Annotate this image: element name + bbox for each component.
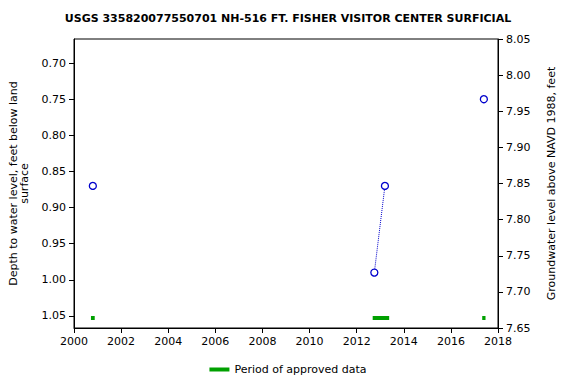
svg-text:Period of approved data: Period of approved data — [234, 363, 366, 376]
svg-text:Depth to water level, feet bel: Depth to water level, feet below land — [7, 81, 20, 286]
svg-text:7.95: 7.95 — [506, 105, 531, 118]
svg-text:2004: 2004 — [154, 335, 182, 348]
svg-text:7.70: 7.70 — [506, 285, 531, 298]
svg-text:0.80: 0.80 — [42, 129, 67, 142]
svg-text:8.05: 8.05 — [506, 33, 531, 46]
svg-text:0.95: 0.95 — [42, 237, 67, 250]
svg-text:7.85: 7.85 — [506, 177, 531, 190]
svg-text:7.65: 7.65 — [506, 322, 531, 335]
svg-text:Groundwater level above NAVD 1: Groundwater level above NAVD 1988, feet — [545, 66, 558, 300]
svg-text:2006: 2006 — [201, 335, 229, 348]
svg-text:USGS 335820077550701 NH-516 FT: USGS 335820077550701 NH-516 FT. FISHER V… — [65, 12, 511, 25]
svg-text:2002: 2002 — [107, 335, 135, 348]
svg-text:0.85: 0.85 — [42, 165, 67, 178]
svg-text:surface: surface — [18, 163, 31, 204]
svg-text:2018: 2018 — [484, 335, 512, 348]
svg-text:2014: 2014 — [390, 335, 418, 348]
svg-text:7.90: 7.90 — [506, 141, 531, 154]
svg-text:8.00: 8.00 — [506, 69, 531, 82]
svg-text:2000: 2000 — [60, 335, 88, 348]
svg-text:2016: 2016 — [437, 335, 465, 348]
svg-text:2008: 2008 — [248, 335, 276, 348]
svg-text:0.70: 0.70 — [42, 57, 67, 70]
svg-text:2012: 2012 — [343, 335, 371, 348]
svg-text:0.75: 0.75 — [42, 93, 67, 106]
svg-text:1.00: 1.00 — [42, 273, 67, 286]
svg-text:1.05: 1.05 — [42, 309, 67, 322]
svg-text:0.90: 0.90 — [42, 201, 67, 214]
svg-text:7.80: 7.80 — [506, 213, 531, 226]
svg-text:7.75: 7.75 — [506, 249, 531, 262]
svg-text:2010: 2010 — [296, 335, 324, 348]
